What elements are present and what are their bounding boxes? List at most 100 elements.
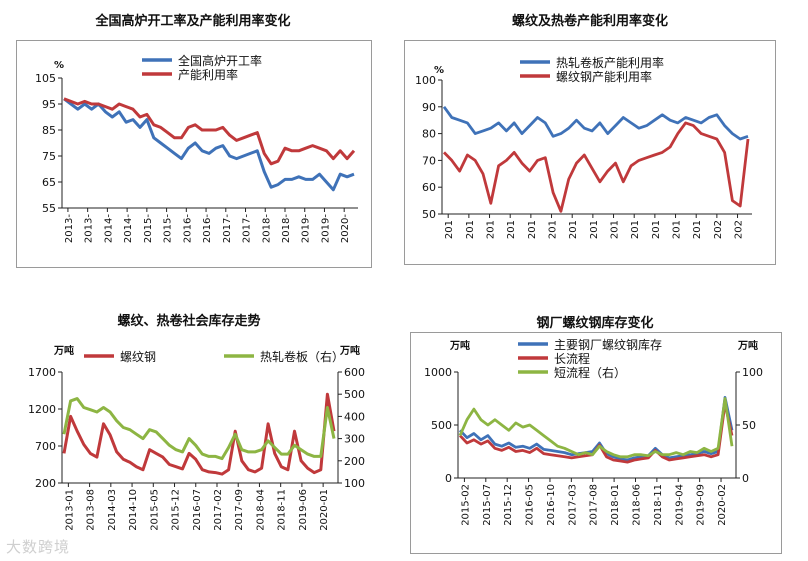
chart-title: 钢厂螺纹钢库存变化 xyxy=(536,316,654,331)
y-tick-label: 60 xyxy=(422,181,436,194)
chart-title: 全国高炉开工率及产能利用率变化 xyxy=(95,14,291,29)
x-tick-label: 2014-03 xyxy=(107,489,118,531)
x-tick-label: 201 xyxy=(527,220,538,239)
x-tick-label: 2017-09 xyxy=(234,489,245,531)
legend-label: 主要钢厂螺纹钢库存 xyxy=(554,337,662,352)
chart-frame xyxy=(404,40,776,265)
x-tick-label: 2016-10 xyxy=(546,484,557,526)
y-tick-label: 90 xyxy=(422,101,436,114)
y-tick-label: 105 xyxy=(35,72,56,85)
legend-label: 热轧卷板产能利用率 xyxy=(556,55,664,70)
x-tick-label: 201 xyxy=(444,220,455,239)
x-tick-label: 2018-04 xyxy=(255,489,266,531)
x-tick-label: 201 xyxy=(589,220,600,239)
y-right-tick-label: 50 xyxy=(742,419,756,432)
y-axis-unit: % xyxy=(434,65,444,76)
x-tick-label: 2016-05 xyxy=(525,484,536,526)
y-tick-label: 500 xyxy=(431,419,452,432)
series-line xyxy=(62,392,336,476)
series-line xyxy=(62,397,336,461)
x-tick-label: 2020-01 xyxy=(319,489,330,531)
y-right-axis-unit: 万吨 xyxy=(339,344,360,357)
x-tick-label: 201 xyxy=(548,220,559,239)
x-tick-label: 2015-12 xyxy=(503,484,514,526)
y-tick-label: 1200 xyxy=(28,403,56,416)
series-line xyxy=(63,97,356,166)
x-tick-label: 2018- xyxy=(281,214,292,243)
x-tick-label: 2018-11 xyxy=(277,489,288,531)
x-tick-label: 2017- xyxy=(242,214,253,243)
y-axis-unit: % xyxy=(54,60,64,71)
legend-label: 长流程 xyxy=(554,351,590,366)
x-tick-label: 201 xyxy=(568,220,579,239)
x-tick-label: 201 xyxy=(506,220,517,239)
chart-frame xyxy=(16,40,372,268)
y-tick-label: 55 xyxy=(42,202,56,215)
x-tick-label: 2019- xyxy=(301,214,312,243)
legend-label: 螺纹钢产能利用率 xyxy=(556,69,652,84)
y-right-tick-label: 400 xyxy=(344,410,365,423)
x-tick-label: 2016- xyxy=(182,214,193,243)
x-tick-label: 2017- xyxy=(222,214,233,243)
x-tick-label: 2019-09 xyxy=(696,484,707,526)
chart-frame xyxy=(410,332,782,554)
series-line xyxy=(63,97,355,192)
x-tick-label: 2016-07 xyxy=(192,489,203,531)
x-tick-label: 2014-10 xyxy=(128,489,139,531)
series-line xyxy=(458,397,734,459)
x-tick-label: 2019-06 xyxy=(298,489,309,531)
y-tick-label: 75 xyxy=(42,150,56,163)
x-tick-label: 2018- xyxy=(261,214,272,243)
y-tick-label: 1000 xyxy=(424,366,452,379)
y-tick-label: 100 xyxy=(415,74,436,87)
x-tick-label: 2020- xyxy=(340,214,351,243)
y-tick-label: 70 xyxy=(422,154,436,167)
y-tick-label: 50 xyxy=(422,208,436,221)
y-right-tick-label: 0 xyxy=(742,472,749,485)
legend-label: 产能利用率 xyxy=(178,67,238,82)
x-tick-label: 201 xyxy=(672,220,683,239)
x-tick-label: 2017-03 xyxy=(567,484,578,526)
y-right-tick-label: 100 xyxy=(344,477,365,490)
x-tick-label: 201 xyxy=(465,220,476,239)
y-tick-label: 1700 xyxy=(28,366,56,379)
x-tick-label: 2015- xyxy=(143,214,154,243)
y-tick-label: 80 xyxy=(422,128,436,141)
x-tick-label: 202 xyxy=(734,220,745,239)
x-tick-label: 2017-08 xyxy=(589,484,600,526)
y-right-tick-label: 500 xyxy=(344,388,365,401)
x-tick-label: 201 xyxy=(651,220,662,239)
y-tick-label: 85 xyxy=(42,124,56,137)
y-right-tick-label: 300 xyxy=(344,433,365,446)
y-tick-label: 700 xyxy=(35,440,56,453)
y-right-tick-label: 600 xyxy=(344,366,365,379)
x-tick-label: 2016- xyxy=(202,214,213,243)
chart-title: 螺纹及热卷产能利用率变化 xyxy=(511,14,668,29)
x-tick-label: 2013-08 xyxy=(86,489,97,531)
watermark-logo: 大数跨境 xyxy=(6,538,71,556)
x-tick-label: 2018-11 xyxy=(653,484,664,526)
series-line xyxy=(442,121,750,213)
x-tick-label: 2019- xyxy=(320,214,331,243)
x-tick-label: 2014- xyxy=(123,214,134,243)
x-tick-label: 2013-01 xyxy=(64,489,75,531)
x-tick-label: 2019-04 xyxy=(674,484,685,526)
x-tick-label: 202 xyxy=(713,220,724,239)
y-right-tick-label: 100 xyxy=(742,366,763,379)
series-line xyxy=(458,395,734,462)
legend-label: 螺纹钢 xyxy=(120,350,156,364)
x-tick-label: 2013- xyxy=(64,214,75,243)
y-right-axis-unit: 万吨 xyxy=(737,339,758,352)
x-tick-label: 2020-02 xyxy=(717,484,728,526)
y-tick-label: 0 xyxy=(445,472,452,485)
x-tick-label: 2015- xyxy=(163,214,174,243)
x-tick-label: 2017-02 xyxy=(213,489,224,531)
x-tick-label: 2015-07 xyxy=(482,484,493,526)
y-tick-label: 95 xyxy=(42,98,56,111)
x-tick-label: 2014- xyxy=(103,214,114,243)
legend-label: 短流程（右） xyxy=(554,365,626,380)
x-tick-label: 201 xyxy=(692,220,703,239)
y-tick-label: 65 xyxy=(42,176,56,189)
series-line xyxy=(442,105,749,141)
